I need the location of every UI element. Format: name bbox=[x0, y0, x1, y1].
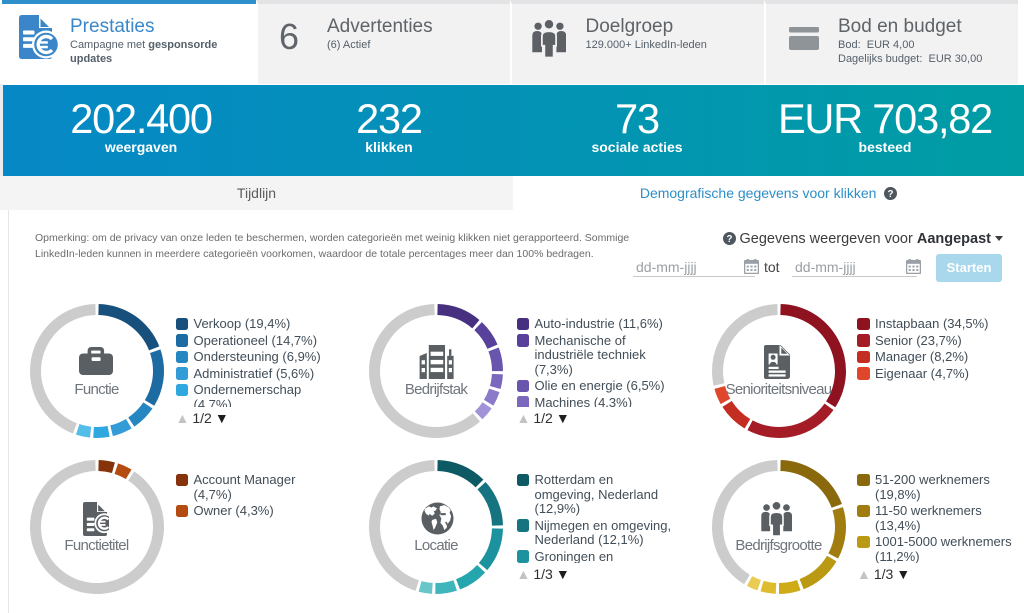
svg-text:?: ? bbox=[888, 189, 894, 200]
svg-text:?: ? bbox=[726, 233, 732, 244]
